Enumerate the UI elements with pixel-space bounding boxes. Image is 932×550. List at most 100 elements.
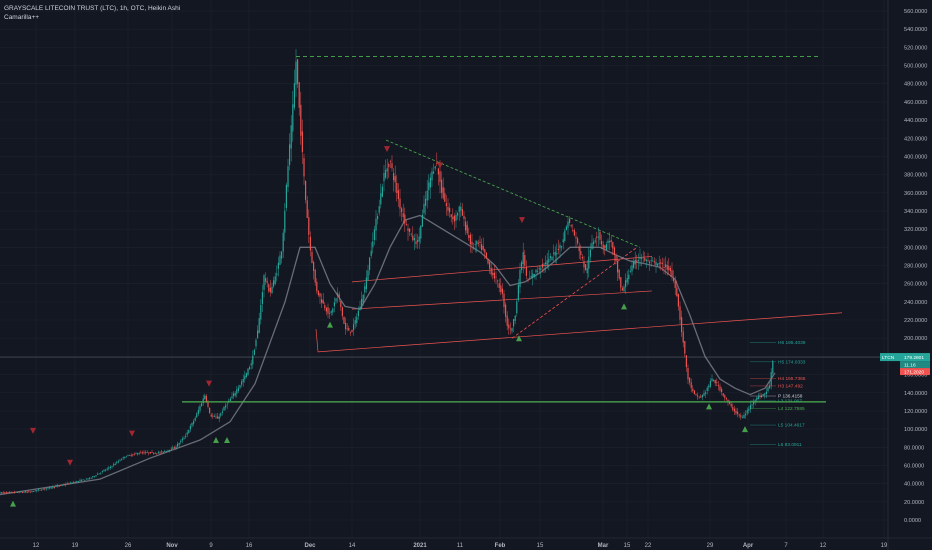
candle-body [255,339,257,347]
y-tick-label: 440.0000 [904,118,927,124]
candle-body [767,387,769,392]
candle-body [361,299,363,309]
pivot-low-marker [706,403,712,410]
candle-body [537,270,539,272]
indicator-label[interactable]: Camarilla++ [4,14,40,21]
candle-body [473,247,475,249]
candle-body [743,415,745,419]
candle-body [25,491,27,493]
candle-body [493,272,495,279]
candle-body [357,310,359,317]
candle-body [489,262,491,269]
candle-body [466,224,468,234]
candle-body [133,453,135,455]
candle-body [577,238,579,244]
candle-body [244,375,246,380]
pivot-low-marker [224,437,230,444]
candle-body [381,186,383,197]
candle-body [719,386,721,391]
symbol-title[interactable]: GRAYSCALE LITECOIN TRUST (LTC), 1h, OTC,… [4,5,181,12]
candle-body [317,290,319,296]
x-tick-label: 22 [645,543,652,549]
candle-body [673,278,675,282]
candle-body [465,221,467,231]
candle-body [282,232,284,252]
candle-body [559,244,561,249]
candle-body [375,218,377,231]
candle-body [201,403,203,407]
candle-body [538,268,540,270]
candle-body [602,244,604,249]
candle-body [209,408,211,414]
candle-body [202,398,204,404]
candle-body [647,260,649,261]
candle-body [562,239,564,243]
candle-body [505,304,507,317]
candle-body [49,487,51,489]
candle-body [210,414,212,417]
candle-body [490,268,492,275]
candle-body [554,251,556,256]
candle-body [570,225,572,227]
candle-body [620,277,622,288]
candle-body [81,480,83,481]
candle-body [119,460,121,462]
candle-body [553,252,555,254]
candle-body [445,203,447,207]
candle-body [511,328,513,332]
candle-body [178,443,180,445]
moving-average-line [0,214,776,496]
candle-body [605,244,607,251]
candle-body [121,459,123,461]
pivot-low-marker [213,437,219,444]
candle-body [661,262,663,264]
candle-body [327,307,329,314]
candle-body [655,261,657,266]
candle-body [364,286,366,293]
candle-body [585,264,587,270]
y-tick-label: 240.0000 [904,300,927,306]
candle-body [273,280,275,287]
candle-body [221,411,223,413]
candle-body [220,413,222,416]
candle-body [601,240,603,245]
candle-body [84,479,86,481]
candle-body [297,59,299,84]
candle-body [239,385,241,388]
candle-body [615,255,617,262]
y-tick-label: 200.0000 [904,336,927,342]
candle-body [13,492,15,494]
candle-body [514,315,516,321]
candle-body [47,487,49,489]
y-tick-label: 40.0000 [904,482,924,488]
candle-body [450,214,452,217]
pivot-high-marker [67,459,73,466]
x-tick-label: 12 [820,543,827,549]
pivot-low-marker [327,321,333,328]
candle-body [145,452,147,454]
candle-body [12,492,14,493]
candle-body [76,481,78,483]
candle-body [682,331,684,343]
candle-body [87,478,89,480]
candle-body [549,256,551,258]
candle-body [604,245,606,249]
candle-body [452,216,454,219]
candle-body [377,215,379,220]
candle-body [66,483,68,485]
candle-body [279,255,281,265]
candle-body [500,285,502,293]
candle-body [535,269,537,273]
time-axis[interactable]: 12 19 26 Nov 9 16 Dec 14 2021 11 Feb 15 Mar 15 22 29 Apr… [0,537,932,549]
candle-body [679,306,681,320]
candle-body [372,241,374,248]
candle-body [337,293,339,297]
candle-body [540,268,542,270]
candle-body [305,181,307,200]
x-tick-label: 15 [624,543,631,549]
candle-body [756,397,758,400]
candle-body [447,206,449,211]
price-axis[interactable]: 560.0000 540.0000 520.0000 500.0000 480.0000… [887,0,927,550]
candle-body [455,214,457,221]
